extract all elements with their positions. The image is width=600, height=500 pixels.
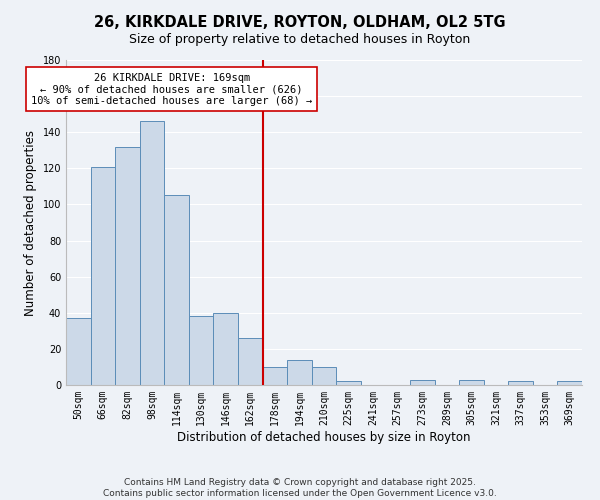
Text: 26, KIRKDALE DRIVE, ROYTON, OLDHAM, OL2 5TG: 26, KIRKDALE DRIVE, ROYTON, OLDHAM, OL2 …: [94, 15, 506, 30]
Bar: [189, 316, 214, 385]
Bar: [115, 146, 140, 385]
Bar: [140, 122, 164, 385]
Bar: [557, 382, 582, 385]
Text: Contains HM Land Registry data © Crown copyright and database right 2025.
Contai: Contains HM Land Registry data © Crown c…: [103, 478, 497, 498]
Bar: [312, 367, 336, 385]
X-axis label: Distribution of detached houses by size in Royton: Distribution of detached houses by size …: [177, 430, 471, 444]
Bar: [214, 313, 238, 385]
Text: 26 KIRKDALE DRIVE: 169sqm
← 90% of detached houses are smaller (626)
10% of semi: 26 KIRKDALE DRIVE: 169sqm ← 90% of detac…: [31, 72, 312, 106]
Bar: [287, 360, 312, 385]
Y-axis label: Number of detached properties: Number of detached properties: [24, 130, 37, 316]
Bar: [508, 382, 533, 385]
Bar: [164, 196, 189, 385]
Bar: [459, 380, 484, 385]
Bar: [336, 382, 361, 385]
Bar: [410, 380, 434, 385]
Bar: [91, 166, 115, 385]
Bar: [238, 338, 263, 385]
Bar: [263, 367, 287, 385]
Text: Size of property relative to detached houses in Royton: Size of property relative to detached ho…: [130, 32, 470, 46]
Bar: [66, 318, 91, 385]
